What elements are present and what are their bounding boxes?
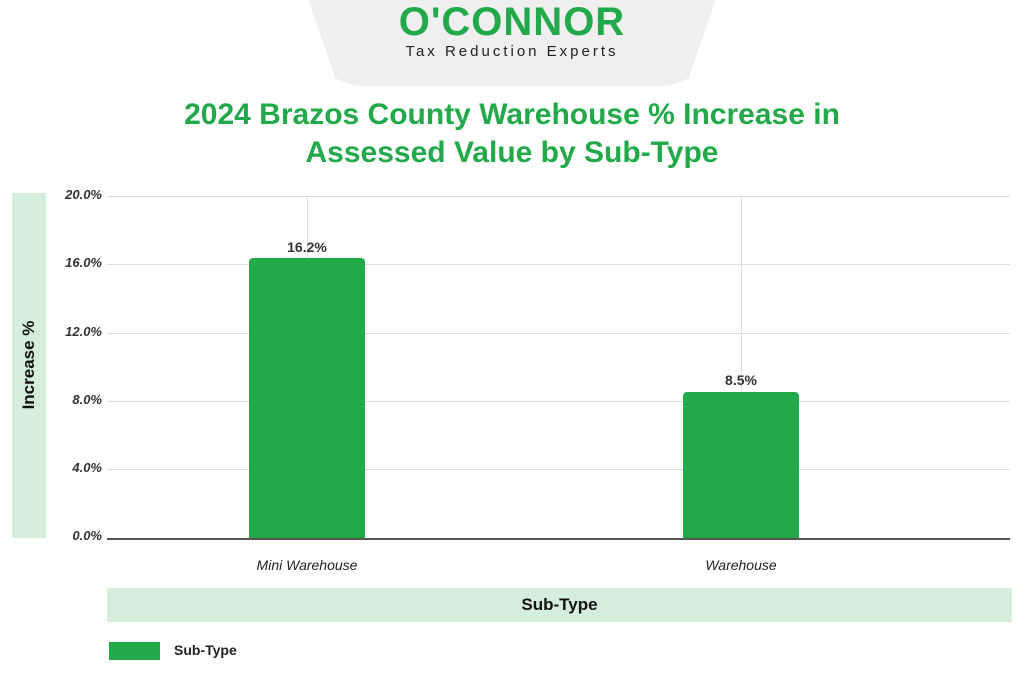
title-line-1: 2024 Brazos County Warehouse % Increase … <box>184 98 840 131</box>
gridline <box>107 333 1010 334</box>
y-tick: 0.0% <box>72 528 102 543</box>
legend-swatch <box>109 642 160 660</box>
gridline <box>107 196 1010 197</box>
x-axis-line <box>107 538 1010 540</box>
x-tick: Warehouse <box>705 557 777 573</box>
data-label: 16.2% <box>287 239 327 255</box>
gridline <box>107 264 1010 265</box>
bar-warehouse <box>683 392 799 538</box>
y-axis-label: Increase % <box>19 320 38 410</box>
logo-tagline: Tax Reduction Experts <box>405 43 619 60</box>
y-tick: 8.0% <box>72 392 102 407</box>
bar-mini-warehouse <box>249 258 365 538</box>
logo-wordmark: O'CONNOR <box>398 0 626 44</box>
y-tick: 4.0% <box>72 460 102 475</box>
gridline <box>741 196 742 538</box>
chart-title: 2024 Brazos County Warehouse % Increase … <box>0 96 1024 172</box>
y-tick: 12.0% <box>65 324 102 339</box>
legend-label: Sub-Type <box>174 642 237 658</box>
gridline <box>107 401 1010 402</box>
x-axis-label: Sub-Type <box>107 588 1012 622</box>
gridline <box>107 469 1010 470</box>
logo-banner: O'CONNOR Tax Reduction Experts <box>305 0 719 86</box>
title-line-2: Assessed Value by Sub-Type <box>305 136 719 169</box>
y-axis-label-box <box>12 193 46 538</box>
y-tick: 16.0% <box>65 255 102 270</box>
data-label: 8.5% <box>725 372 757 388</box>
y-tick: 20.0% <box>65 187 102 202</box>
x-tick: Mini Warehouse <box>256 557 358 573</box>
